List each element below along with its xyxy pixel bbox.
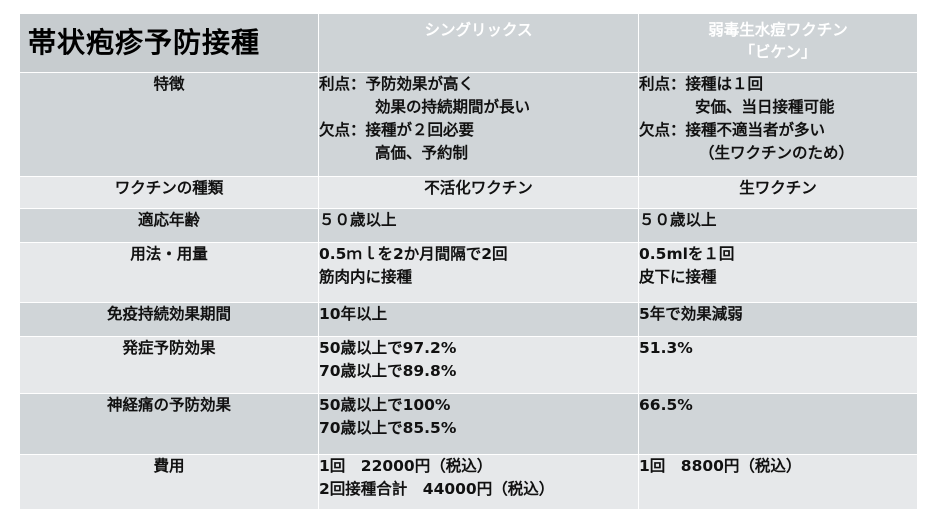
- cost-shingrix-total: 2回接種合計 44000円（税込）: [319, 480, 555, 498]
- duration-live: 5年で効果減弱: [638, 302, 918, 337]
- usage-shingrix-cell: 0.5ｍｌを2か月間隔で2回 筋肉内に接種: [318, 242, 639, 303]
- usage-live-line1: 0.5mlを１回: [639, 245, 735, 263]
- column-header-live-vaccine-labels: 弱毒生水痘ワクチン 「ビケン」: [640, 15, 917, 64]
- vaccine-type-live: 生ワクチン: [638, 176, 918, 209]
- row-label-features: 特徴: [19, 72, 319, 177]
- duration-shingrix: 10年以上: [318, 302, 639, 337]
- age-live: ５０歳以上: [638, 208, 918, 243]
- features-live-pro: 利点：接種は１回: [639, 75, 764, 93]
- features-live-con-cont: （生ワクチンのため）: [699, 144, 855, 162]
- onset-shingrix-50: 50歳以上で97.2%: [319, 339, 457, 357]
- table-row-vaccine-type: ワクチンの種類 不活化ワクチン 生ワクチン: [19, 176, 918, 209]
- cost-shingrix-cell: 1回 22000円（税込） 2回接種合計 44000円（税込）: [318, 454, 639, 510]
- row-label-neuralgia-prevention: 神経痛の予防効果: [19, 393, 319, 455]
- features-shingrix-cell: 利点：予防効果が高く 効果の持続期間が長い 欠点：接種が２回必要 高価、予約制: [318, 72, 639, 177]
- neuralgia-shingrix-70: 70歳以上で85.5%: [319, 419, 457, 437]
- features-live-pro-cont: 安価、当日接種可能: [695, 98, 835, 116]
- row-label-age: 適応年齢: [19, 208, 319, 243]
- row-label-duration: 免疫持続効果期間: [19, 302, 319, 337]
- table-row-age: 適応年齢 ５０歳以上 ５０歳以上: [19, 208, 918, 243]
- table-row-duration: 免疫持続効果期間 10年以上 5年で効果減弱: [19, 302, 918, 337]
- onset-live: 51.3%: [638, 336, 918, 394]
- neuralgia-live: 66.5%: [638, 393, 918, 455]
- comparison-table: 帯状疱疹予防接種 シングリックス 弱毒生水痘ワクチン 「ビケン」 特徴 利点：予…: [19, 13, 918, 510]
- table-row-cost: 費用 1回 22000円（税込） 2回接種合計 44000円（税込） 1回 88…: [19, 454, 918, 510]
- cost-live: 1回 8800円（税込）: [638, 454, 918, 510]
- features-live-cell: 利点：接種は１回 安価、当日接種可能 欠点：接種不適当者が多い （生ワクチンのた…: [638, 72, 918, 177]
- table-row-usage: 用法・用量 0.5ｍｌを2か月間隔で2回 筋肉内に接種 0.5mlを１回 皮下に…: [19, 242, 918, 303]
- neuralgia-shingrix-50: 50歳以上で100%: [319, 396, 451, 414]
- page-title: 帯状疱疹予防接種: [28, 26, 261, 59]
- features-shingrix-con-cont: 高価、予約制: [375, 144, 469, 162]
- features-live-con: 欠点：接種不適当者が多い: [639, 121, 826, 139]
- neuralgia-shingrix-cell: 50歳以上で100% 70歳以上で85.5%: [318, 393, 639, 455]
- features-shingrix-pro: 利点：予防効果が高く: [319, 75, 475, 93]
- row-label-onset-prevention: 発症予防効果: [19, 336, 319, 394]
- age-shingrix: ５０歳以上: [318, 208, 639, 243]
- table-row-onset-prevention: 発症予防効果 50歳以上で97.2% 70歳以上で89.8% 51.3%: [19, 336, 918, 394]
- usage-shingrix-line1: 0.5ｍｌを2か月間隔で2回: [319, 245, 508, 263]
- usage-live-cell: 0.5mlを１回 皮下に接種: [638, 242, 918, 303]
- column-header-live-line1: 弱毒生水痘ワクチン: [708, 21, 848, 39]
- table-row-features: 特徴 利点：予防効果が高く 効果の持続期間が長い 欠点：接種が２回必要 高価、予…: [19, 72, 918, 177]
- title-cell: 帯状疱疹予防接種: [19, 13, 319, 73]
- column-header-shingrix: シングリックス: [318, 13, 639, 73]
- column-header-live-vaccine: 弱毒生水痘ワクチン 「ビケン」: [638, 13, 918, 73]
- usage-shingrix-line2: 筋肉内に接種: [319, 268, 413, 286]
- features-shingrix-con: 欠点：接種が２回必要: [319, 121, 475, 139]
- row-label-usage: 用法・用量: [19, 242, 319, 303]
- table-header-row: 帯状疱疹予防接種 シングリックス 弱毒生水痘ワクチン 「ビケン」: [19, 13, 918, 73]
- onset-shingrix-70: 70歳以上で89.8%: [319, 362, 457, 380]
- column-header-live-line2: 「ビケン」: [739, 43, 817, 61]
- column-header-shingrix-label: シングリックス: [424, 21, 533, 39]
- onset-shingrix-cell: 50歳以上で97.2% 70歳以上で89.8%: [318, 336, 639, 394]
- table-row-neuralgia-prevention: 神経痛の予防効果 50歳以上で100% 70歳以上で85.5% 66.5%: [19, 393, 918, 455]
- cost-shingrix-single: 1回 22000円（税込）: [319, 457, 493, 475]
- vaccine-type-shingrix: 不活化ワクチン: [318, 176, 639, 209]
- row-label-cost: 費用: [19, 454, 319, 510]
- features-shingrix-pro-cont: 効果の持続期間が長い: [375, 98, 531, 116]
- usage-live-line2: 皮下に接種: [639, 268, 717, 286]
- row-label-vaccine-type: ワクチンの種類: [19, 176, 319, 209]
